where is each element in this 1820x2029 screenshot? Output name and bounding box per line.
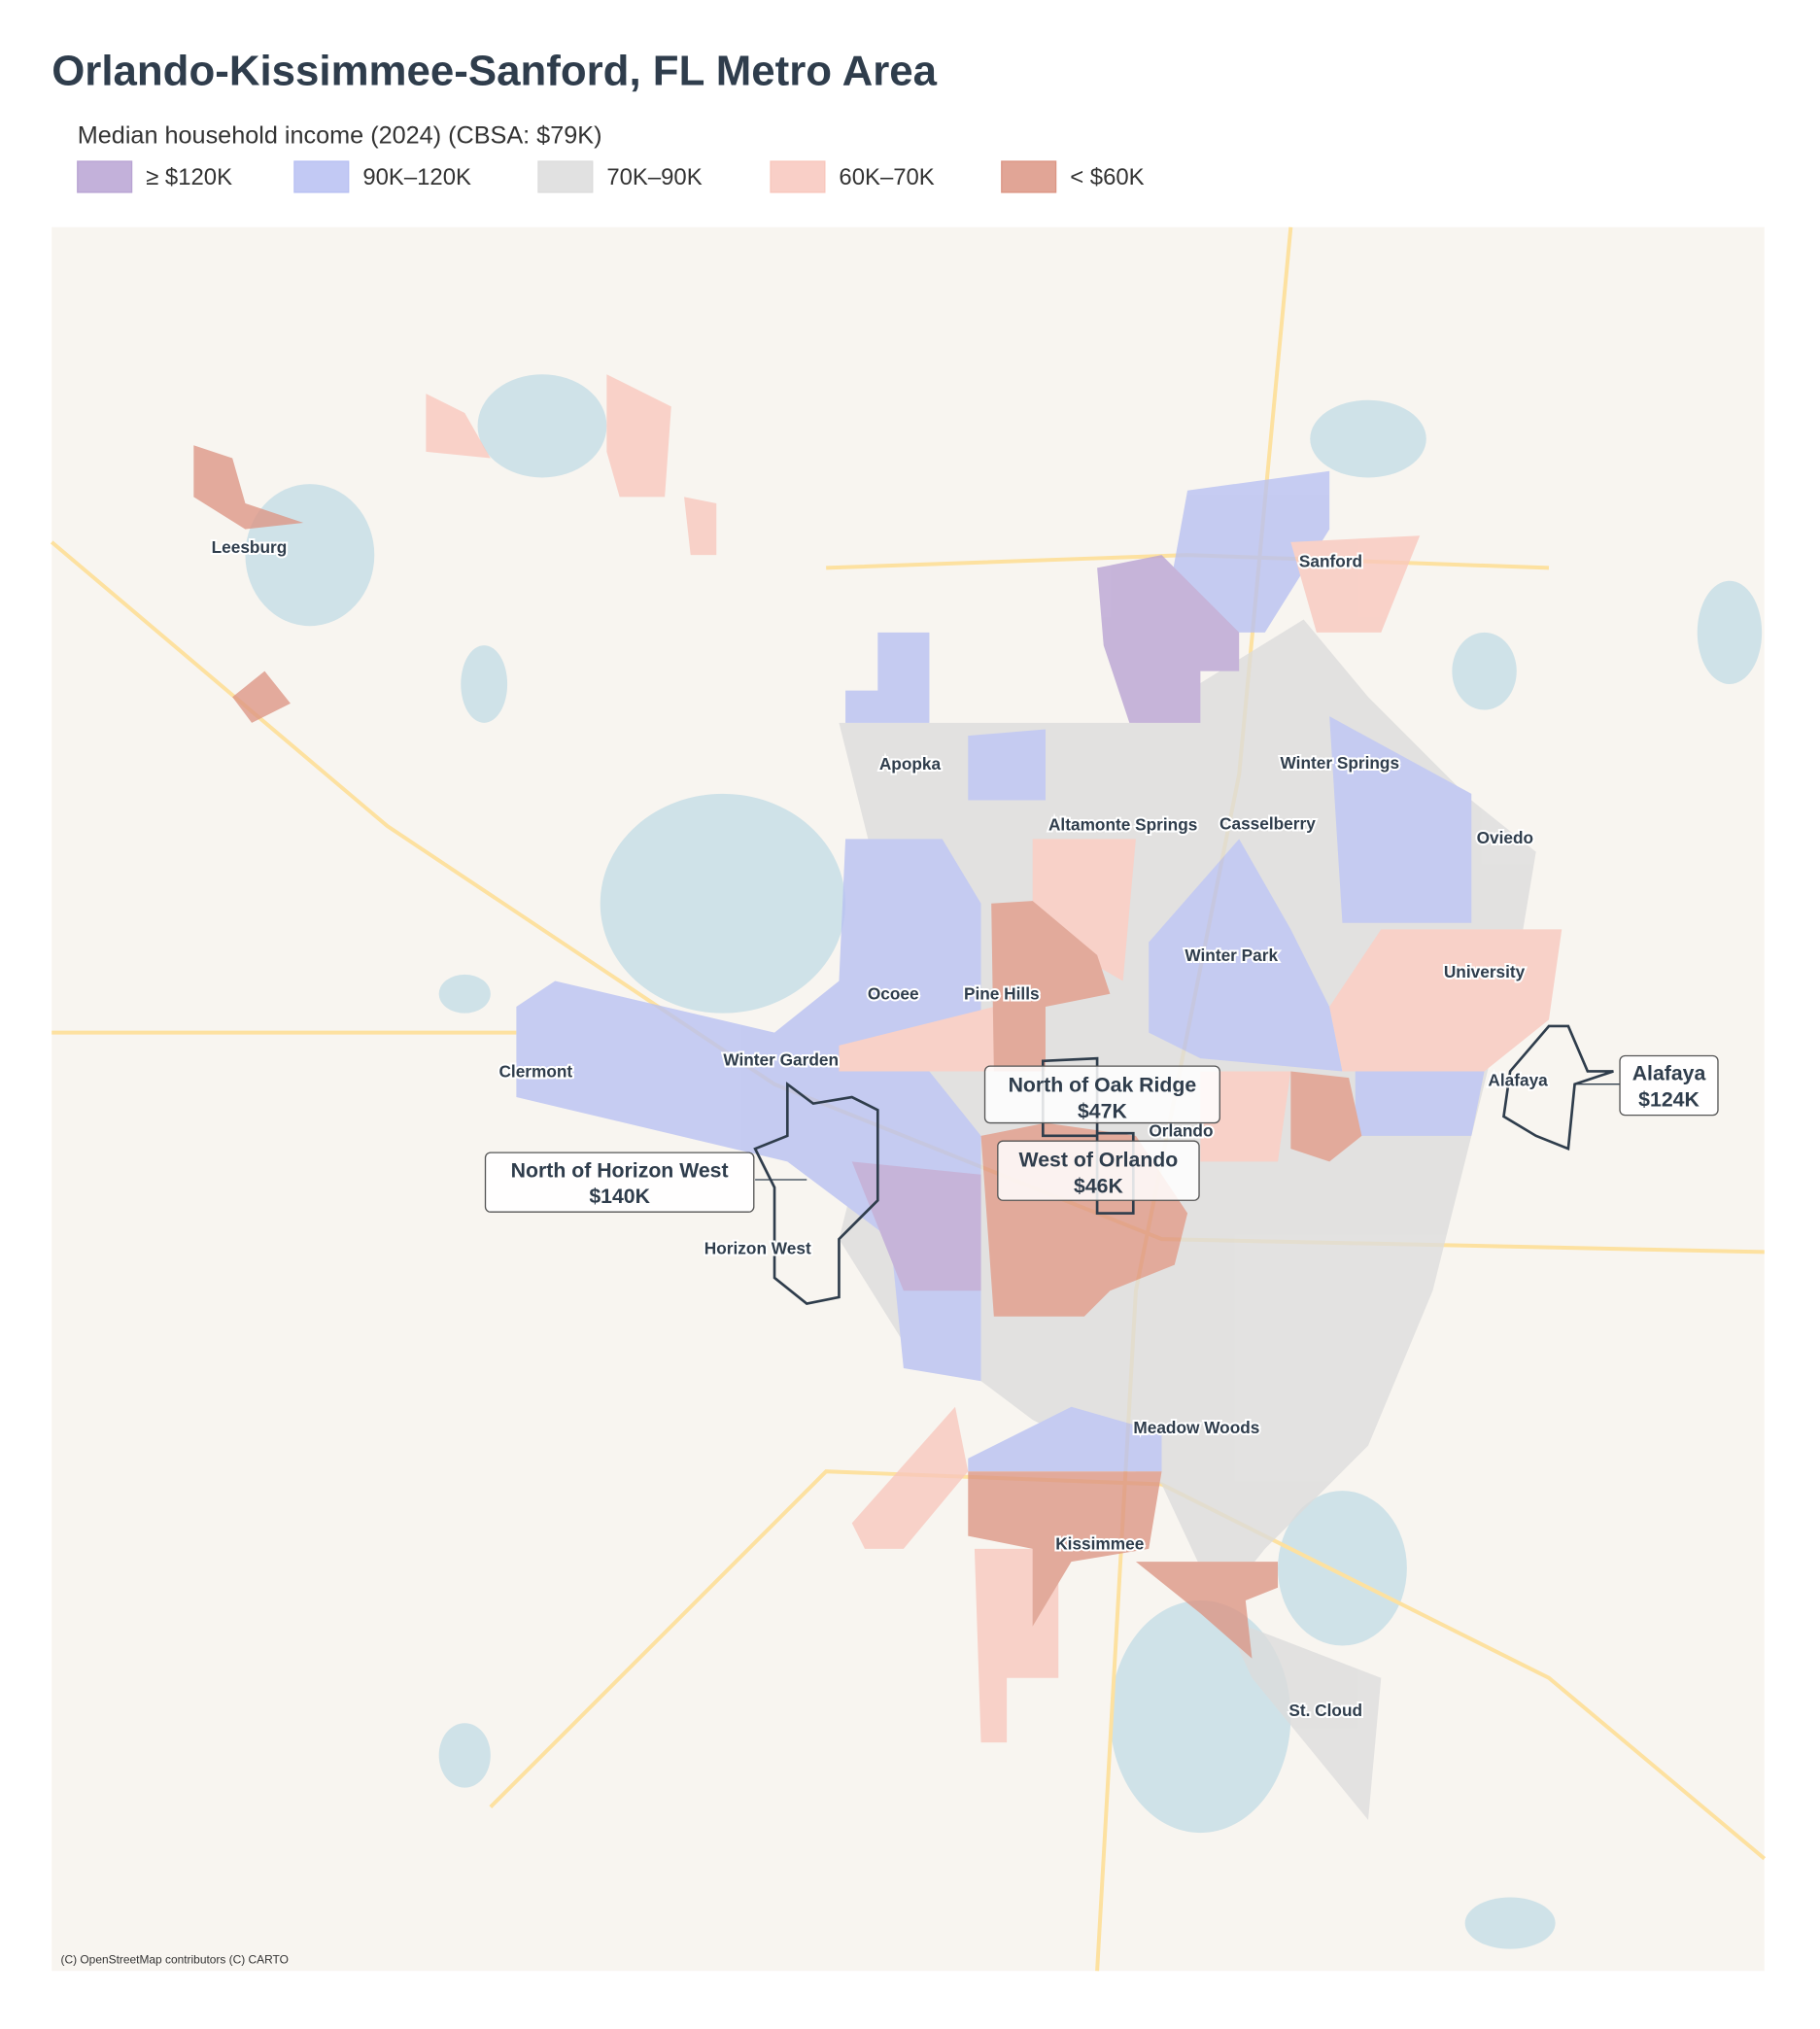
legend-label: 90K–120K xyxy=(362,164,471,190)
callout-income: $140K xyxy=(589,1185,650,1208)
place-label: Sanford xyxy=(1299,552,1362,571)
place-label: Pine Hills xyxy=(964,984,1040,1004)
place-label: University xyxy=(1444,962,1526,981)
callout-name: North of Oak Ridge xyxy=(1009,1074,1197,1097)
callout-income: $47K xyxy=(1078,1099,1127,1122)
place-label: Winter Garden xyxy=(723,1049,839,1069)
place-label: Alafaya xyxy=(1488,1071,1548,1090)
map xyxy=(50,226,1767,1972)
attribution: (C) OpenStreetMap contributors (C) CARTO xyxy=(61,1952,289,1966)
callout-income: $124K xyxy=(1638,1087,1700,1111)
callout-income: $46K xyxy=(1074,1174,1123,1197)
legend-swatch xyxy=(293,160,350,193)
callout-name: North of Horizon West xyxy=(511,1158,729,1182)
legend-swatch xyxy=(77,160,133,193)
legend-swatch xyxy=(1001,160,1057,193)
place-labels: Leesburg Sanford Apopka Winter Springs Altam… xyxy=(210,535,1551,1722)
place-label: Leesburg xyxy=(212,537,288,557)
place-label: Ocoee xyxy=(868,984,919,1004)
legend: ≥ $120K 90K–120K 70K–90K 60K–70K < $60K xyxy=(77,160,1145,193)
callouts: North of Oak Ridge $47K West of Orlando … xyxy=(484,1054,1719,1213)
title: Orlando-Kissimmee-Sanford, FL Metro Area xyxy=(52,48,937,95)
place-label: St. Cloud xyxy=(1288,1701,1362,1720)
legend-label: 70K–90K xyxy=(606,164,702,190)
place-label: Meadow Woods xyxy=(1133,1418,1259,1437)
legend-label: ≥ $120K xyxy=(146,164,232,190)
legend-swatch xyxy=(770,160,826,193)
place-label: Winter Springs xyxy=(1281,753,1400,773)
callout-name: West of Orlando xyxy=(1019,1149,1179,1172)
place-label: Horizon West xyxy=(704,1238,811,1257)
callout-name: Alafaya xyxy=(1632,1062,1706,1085)
legend-swatch xyxy=(537,160,594,193)
place-label: Apopka xyxy=(879,754,942,774)
place-label: Oviedo xyxy=(1477,828,1533,847)
place-label: Clermont xyxy=(498,1061,572,1081)
legend-label: 60K–70K xyxy=(839,164,934,190)
place-label: Orlando xyxy=(1149,1120,1213,1140)
place-label: Altamonte Springs xyxy=(1048,815,1197,835)
place-label: Casselberry xyxy=(1219,813,1316,833)
subtitle: Median household income (2024) (CBSA: $7… xyxy=(78,121,602,149)
legend-label: < $60K xyxy=(1070,164,1144,190)
place-label: Kissimmee xyxy=(1055,1533,1144,1553)
place-label: Winter Park xyxy=(1185,946,1278,965)
